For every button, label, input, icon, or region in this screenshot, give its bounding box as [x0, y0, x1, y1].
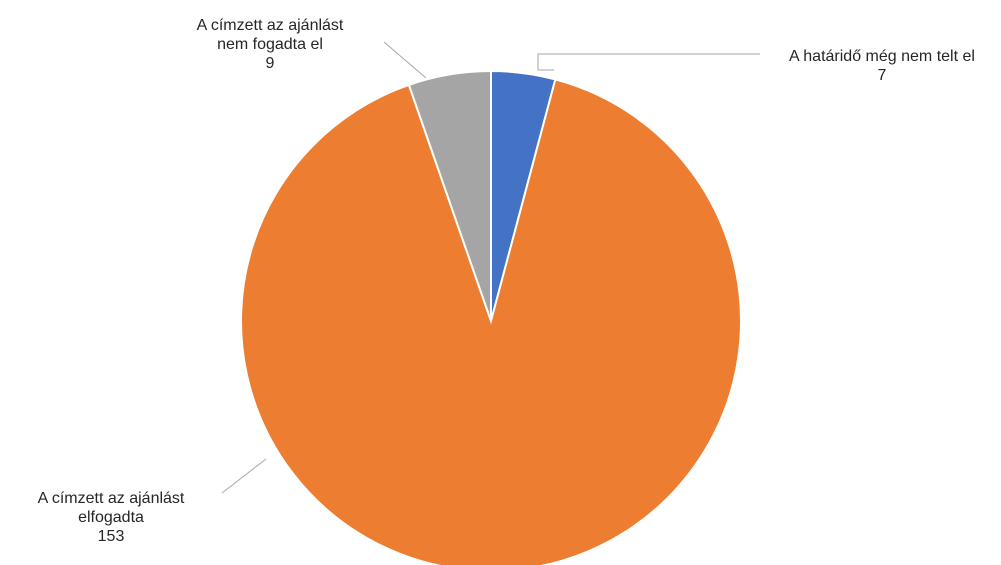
leader-line-3	[383, 41, 427, 79]
data-label-text: nem fogadta el	[217, 36, 323, 53]
data-label-text: A határidő még nem telt el	[789, 48, 975, 65]
data-label-text: elfogadta	[78, 509, 144, 526]
pie-slice-3	[407, 69, 492, 322]
leader-line-2	[221, 458, 267, 494]
leader-line-1	[537, 53, 760, 71]
data-label-value: 9	[266, 55, 275, 72]
data-label-3: A címzett az ajánlást nem fogadta el 9	[197, 17, 344, 72]
data-label-text: A címzett az ajánlást	[38, 490, 185, 507]
pie-slice-2	[240, 78, 743, 565]
data-label-1: A határidő még nem telt el 7	[789, 48, 975, 84]
data-label-text: A címzett az ajánlást	[197, 17, 344, 34]
data-label-value: 153	[98, 528, 125, 545]
data-labels: A határidő még nem telt el 7 A címzett az …	[38, 17, 975, 545]
leader-lines	[221, 41, 760, 494]
data-label-2: A címzett az ajánlást elfogadta 153	[38, 490, 185, 545]
data-label-value: 7	[878, 67, 887, 84]
pie-slices	[240, 69, 743, 565]
